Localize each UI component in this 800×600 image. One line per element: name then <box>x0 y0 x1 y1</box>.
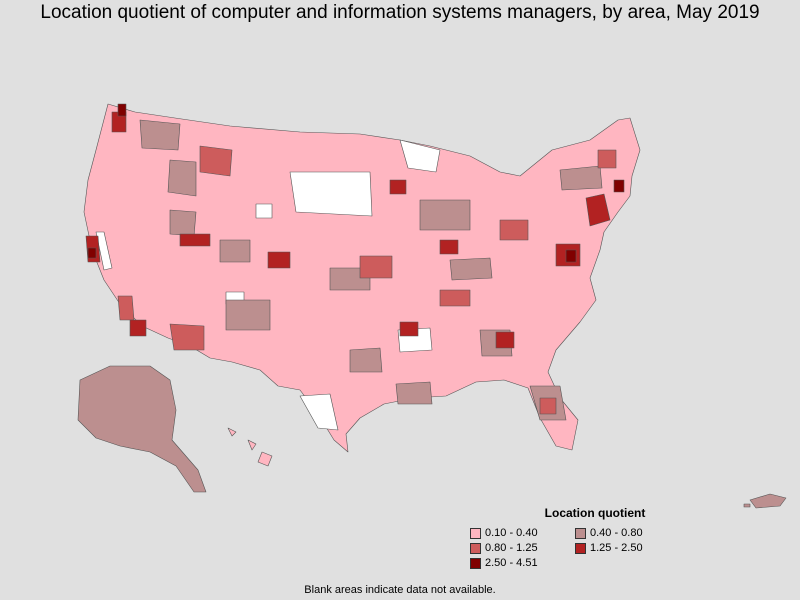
legend-label-5: 2.50 - 4.51 <box>485 557 538 569</box>
med-ca-south <box>117 295 135 321</box>
mid-midwest <box>419 199 471 231</box>
med-az-south <box>169 323 205 351</box>
puerto-rico <box>749 493 787 509</box>
high-nv <box>179 233 211 247</box>
med-mo <box>359 255 393 279</box>
hawaii-1 <box>247 439 257 451</box>
mid-la <box>395 381 433 405</box>
high-ne-corridor <box>585 193 611 227</box>
legend-label-4: 1.25 - 2.50 <box>590 542 643 554</box>
legend-grid: 0.10 - 0.40 0.40 - 0.80 0.80 - 1.25 1.25… <box>470 526 700 570</box>
med-fl-west <box>539 397 557 415</box>
nodata-tx-south <box>299 393 339 431</box>
mid-co-west <box>219 239 251 263</box>
mid-ky <box>449 257 493 281</box>
mid-wa-east <box>139 119 181 151</box>
mid-tx-east <box>349 347 383 373</box>
vhigh-ca-sj <box>87 247 97 259</box>
vhigh-md <box>565 249 577 263</box>
legend-item-5: 2.50 - 4.51 <box>470 556 575 570</box>
legend-item-2: 0.40 - 0.80 <box>575 526 680 540</box>
high-co-denver <box>267 251 291 269</box>
legend-title: Location quotient <box>544 506 646 520</box>
legend-swatch-1 <box>470 527 481 539</box>
map-title: Location quotient of computer and inform… <box>40 2 760 23</box>
nodata-ca-coast <box>95 231 113 271</box>
nodata-michigan-up <box>399 139 441 173</box>
med-tn <box>439 289 471 307</box>
legend-swatch-5 <box>470 557 481 569</box>
legend-label-1: 0.10 - 0.40 <box>485 527 538 539</box>
mid-ny <box>559 165 603 191</box>
med-oh <box>499 219 529 241</box>
footnote: Blank areas indicate data not available. <box>304 584 496 596</box>
legend-item-3: 0.80 - 1.25 <box>470 541 575 555</box>
med-nh <box>597 149 617 169</box>
mid-id <box>167 159 197 197</box>
legend-label-3: 0.80 - 1.25 <box>485 542 538 554</box>
nodata-dakotas <box>289 171 373 217</box>
high-ga-atl <box>495 331 515 349</box>
high-mn <box>389 179 407 195</box>
med-mt-west <box>199 145 233 177</box>
vhigh-ma <box>613 179 625 193</box>
pr-islet <box>743 503 751 508</box>
hawaii-3 <box>227 427 237 437</box>
legend-item-1: 0.10 - 0.40 <box>470 526 575 540</box>
legend-swatch-2 <box>575 527 586 539</box>
legend-item-4: 1.25 - 2.50 <box>575 541 680 555</box>
alaska <box>77 365 207 493</box>
high-tx-dallas <box>399 321 419 337</box>
legend: Location quotient 0.10 - 0.40 0.40 - 0.8… <box>470 506 700 570</box>
high-az-phx <box>129 319 147 337</box>
legend-label-2: 0.40 - 0.80 <box>590 527 643 539</box>
mid-nm-north <box>225 299 271 331</box>
vhigh-wa <box>117 103 127 117</box>
legend-swatch-3 <box>470 542 481 554</box>
hawaii-2 <box>257 451 273 467</box>
legend-swatch-4 <box>575 542 586 554</box>
high-il <box>439 239 459 255</box>
nodata-wyoming-sm <box>255 203 273 219</box>
mid-ut <box>169 209 197 237</box>
